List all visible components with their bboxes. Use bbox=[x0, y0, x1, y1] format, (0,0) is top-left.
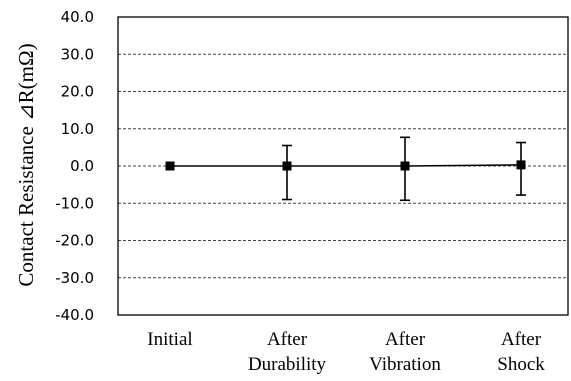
y-tick-label: -20.0 bbox=[55, 232, 94, 250]
x-category-label: After Vibration bbox=[369, 329, 441, 375]
y-tick-label: 40.0 bbox=[61, 8, 94, 26]
y-tick-label: 10.0 bbox=[61, 120, 94, 138]
y-tick-labels: 40.0 30.0 20.0 10.0 0.0 -10.0 -20.0 -30.0 -40.0 bbox=[55, 8, 94, 324]
y-tick-label: 0.0 bbox=[70, 157, 94, 175]
y-axis-title: Contact Resistance ⊿R(mΩ) bbox=[14, 43, 38, 286]
plot-area-border bbox=[117, 16, 569, 316]
x-category-label: Initial bbox=[147, 329, 192, 350]
data-series bbox=[165, 136, 526, 202]
data-point-marker bbox=[165, 161, 175, 171]
y-tick-label: 30.0 bbox=[61, 45, 94, 63]
y-tick-label: -40.0 bbox=[55, 306, 94, 324]
y-tick-label: -10.0 bbox=[55, 194, 94, 212]
series-line bbox=[170, 164, 522, 167]
y-tick-label: 20.0 bbox=[61, 83, 94, 101]
x-category-label: After Shock bbox=[497, 329, 545, 375]
data-point-marker bbox=[516, 160, 526, 170]
x-category-label: After Durability bbox=[248, 329, 327, 375]
data-point-marker bbox=[282, 161, 292, 171]
y-tick-label: -30.0 bbox=[55, 269, 94, 287]
data-point-marker bbox=[400, 161, 410, 171]
x-category-labels: Initial After Durability After Vibration Afte… bbox=[147, 329, 545, 375]
